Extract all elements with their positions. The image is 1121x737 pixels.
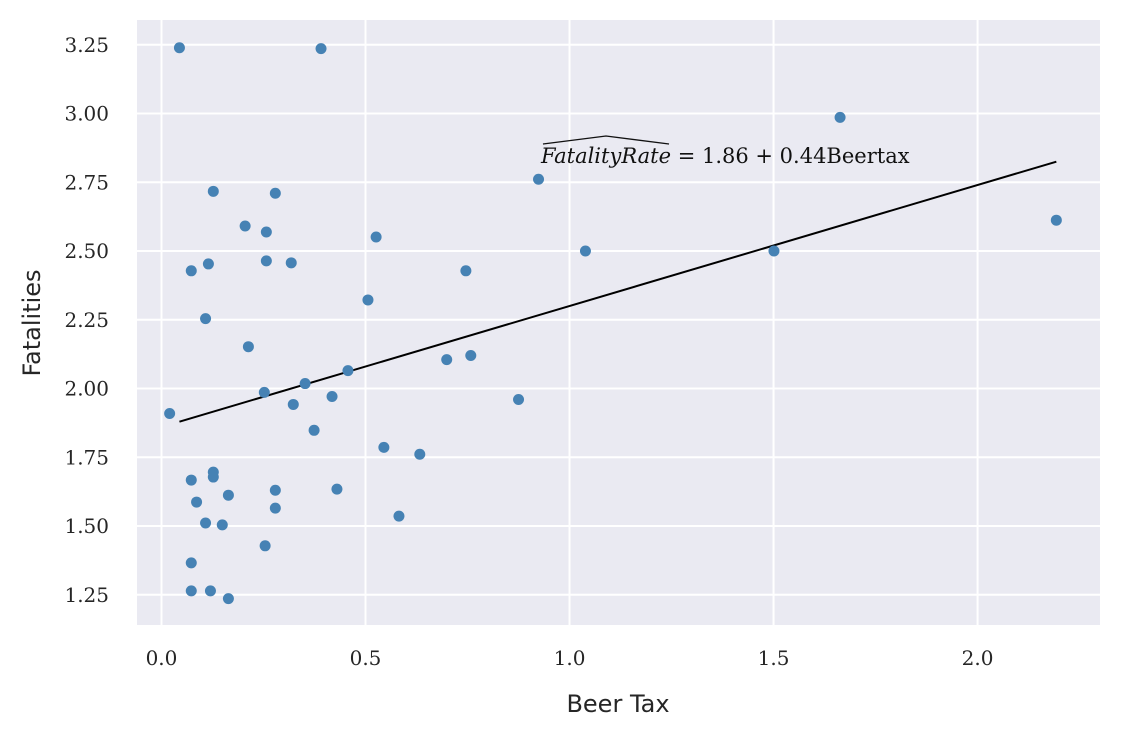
data-point <box>202 258 214 270</box>
x-tick-labels: 0.0 0.5 1.0 1.5 2.0 <box>146 646 994 670</box>
data-point <box>207 471 219 483</box>
data-point <box>533 173 545 185</box>
data-point <box>239 220 251 232</box>
y-tick-labels: 1.25 1.50 1.75 2.00 2.25 2.50 2.75 3.00 3.25 <box>64 33 109 607</box>
data-point <box>269 187 281 199</box>
data-point <box>164 408 176 420</box>
x-tick-label: 0.5 <box>350 646 382 670</box>
data-point <box>513 394 525 405</box>
data-point <box>326 390 338 402</box>
data-point <box>393 510 405 522</box>
data-point <box>259 540 271 552</box>
data-points <box>164 42 1062 605</box>
regression-equation: FatalityRate = 1.86 + 0.44Beertax <box>540 135 910 168</box>
data-point <box>222 489 234 501</box>
data-point <box>370 231 382 243</box>
y-tick-label: 1.25 <box>64 583 109 607</box>
y-tick-label: 2.50 <box>64 239 109 263</box>
data-point <box>299 378 311 390</box>
y-tick-label: 3.25 <box>64 33 109 57</box>
y-tick-label: 2.75 <box>64 170 109 194</box>
data-point <box>200 313 212 325</box>
data-point <box>315 43 327 55</box>
data-point <box>1050 214 1062 226</box>
data-point <box>362 294 374 306</box>
regression-line <box>179 160 1057 423</box>
data-point <box>173 42 185 54</box>
data-point <box>204 585 216 597</box>
data-point <box>269 502 281 514</box>
y-tick-label: 1.75 <box>64 445 109 469</box>
data-point <box>269 484 281 496</box>
data-point <box>258 386 270 398</box>
y-axis-label: Fatalities <box>18 269 46 376</box>
data-point <box>191 496 203 508</box>
data-point <box>185 474 197 486</box>
x-tick-label: 2.0 <box>962 646 994 670</box>
y-tick-label: 1.50 <box>64 514 109 538</box>
data-point <box>465 350 477 361</box>
data-point <box>185 585 197 597</box>
equation-rhs: = 1.86 + 0.44Beertax <box>671 144 910 168</box>
data-point <box>414 448 426 460</box>
data-point <box>579 245 591 257</box>
data-point <box>207 185 219 197</box>
y-tick-label: 2.00 <box>64 377 109 401</box>
data-point <box>200 517 212 529</box>
data-point <box>331 483 343 495</box>
hat-symbol <box>542 135 670 145</box>
svg-text:FatalityRate = 1.86 + 0.44Beer: FatalityRate = 1.86 + 0.44Beertax <box>540 144 910 168</box>
data-point <box>216 519 228 531</box>
data-point <box>441 354 453 366</box>
x-tick-label: 0.0 <box>146 646 178 670</box>
x-tick-label: 1.5 <box>758 646 790 670</box>
data-point <box>378 441 390 453</box>
data-point <box>185 557 197 569</box>
x-tick-label: 1.0 <box>554 646 586 670</box>
data-point <box>308 424 320 436</box>
data-point <box>260 255 272 267</box>
data-point <box>460 265 472 277</box>
plot-background <box>137 20 1100 625</box>
data-point <box>834 111 846 123</box>
data-point <box>768 245 780 257</box>
gridlines <box>137 20 1100 625</box>
data-point <box>185 265 197 277</box>
x-axis-label: Beer Tax <box>566 690 669 718</box>
data-point <box>287 398 299 410</box>
data-point <box>260 226 272 238</box>
data-point <box>222 593 234 605</box>
data-point <box>285 257 297 269</box>
y-tick-label: 2.25 <box>64 308 109 332</box>
data-point <box>342 365 354 377</box>
equation-lhs: FatalityRate <box>540 144 671 168</box>
data-point <box>242 341 254 353</box>
y-tick-label: 3.00 <box>64 102 109 126</box>
